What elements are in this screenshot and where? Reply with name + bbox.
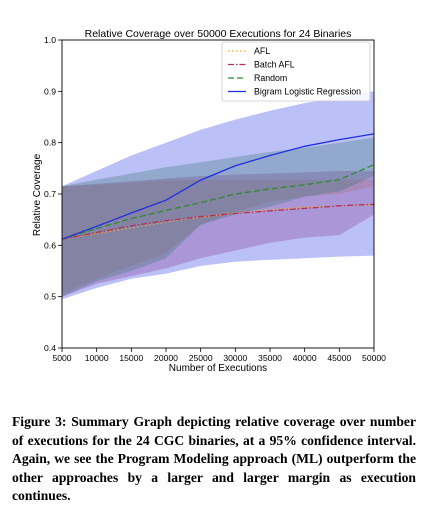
chart-title: Relative Coverage over 50000 Executions … bbox=[85, 28, 352, 40]
y-tick-label: 0.4 bbox=[44, 343, 56, 353]
x-tick-label: 35000 bbox=[258, 353, 282, 363]
caption-text: Summary Graph depicting relative coverag… bbox=[12, 414, 417, 503]
series-line-bigram-logistic-regression bbox=[61, 133, 375, 240]
x-tick-label: 5000 bbox=[52, 353, 71, 363]
legend-box bbox=[221, 41, 371, 102]
ci-band-afl bbox=[62, 179, 374, 295]
legend-label-bigram-logistic-regression: Bigram Logistic Regression bbox=[254, 87, 361, 97]
series-line-afl bbox=[61, 204, 375, 240]
y-tick-label: 0.5 bbox=[44, 292, 56, 302]
figure-caption: Figure 3: Summary Graph depicting relati… bbox=[12, 413, 416, 506]
y-tick-label: 1.0 bbox=[44, 35, 56, 45]
ci-band-batch-afl bbox=[62, 170, 374, 297]
ci-band-random bbox=[62, 137, 374, 297]
confidence-bands bbox=[62, 91, 374, 300]
y-tick-label: 0.6 bbox=[44, 240, 56, 250]
y-tick-label: 0.8 bbox=[44, 138, 56, 148]
y-tick-label: 0.7 bbox=[44, 189, 56, 199]
legend: AFL Batch AFL Random Bigram Logistic Regres… bbox=[221, 41, 371, 102]
axes: 5000 10000 15000 20000 25000 30000 35000 40000 4… bbox=[44, 35, 386, 363]
x-tick-label: 20000 bbox=[154, 353, 178, 363]
legend-label-batch-afl: Batch AFL bbox=[254, 60, 295, 70]
x-tick-label: 15000 bbox=[119, 353, 143, 363]
ci-band-bigram-logistic-regression bbox=[62, 91, 374, 300]
x-tick-label: 30000 bbox=[223, 353, 247, 363]
y-tick-label: 0.9 bbox=[44, 86, 56, 96]
y-axis-label: Relative Coverage bbox=[32, 153, 43, 236]
legend-label-random: Random bbox=[254, 73, 287, 83]
series-lines bbox=[61, 133, 375, 240]
legend-label-afl: AFL bbox=[254, 46, 270, 56]
x-tick-label: 10000 bbox=[85, 353, 109, 363]
x-tick-label: 40000 bbox=[293, 353, 317, 363]
x-axis-label: Number of Executions bbox=[169, 363, 267, 374]
x-tick-label: 25000 bbox=[189, 353, 213, 363]
caption-label: Figure 3: bbox=[12, 414, 67, 429]
series-line-batch-afl bbox=[61, 203, 375, 240]
chart: Relative Coverage over 50000 Executions … bbox=[32, 28, 386, 374]
x-tick-label: 50000 bbox=[362, 353, 386, 363]
series-line-random bbox=[61, 164, 375, 240]
x-tick-label: 45000 bbox=[327, 353, 351, 363]
